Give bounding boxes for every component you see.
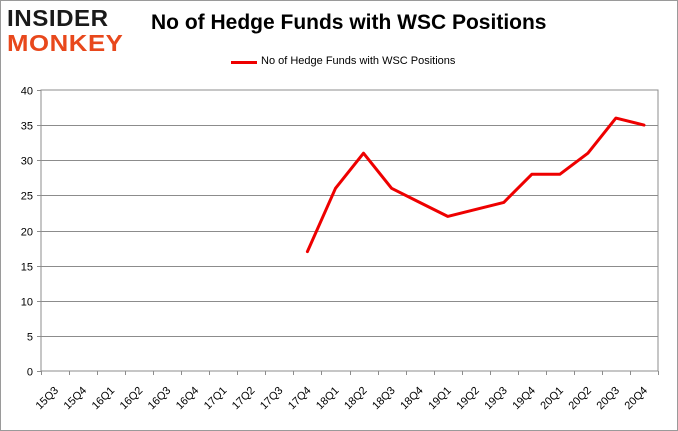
series-line xyxy=(305,116,646,254)
x-tick-label: 17Q4 xyxy=(286,385,314,413)
y-tick-label: 5 xyxy=(27,332,33,344)
y-tick-label: 40 xyxy=(21,86,33,98)
x-tick-label: 19Q1 xyxy=(426,385,454,413)
x-tick-label: 17Q3 xyxy=(258,385,286,413)
y-tick-label: 15 xyxy=(21,262,33,274)
insider-monkey-logo: INSIDER MONKEY xyxy=(7,5,129,57)
y-tick-label: 25 xyxy=(21,191,33,203)
legend-label: No of Hedge Funds with WSC Positions xyxy=(261,55,456,67)
y-tick-label: 30 xyxy=(21,156,33,168)
x-tick-label: 15Q3 xyxy=(34,385,62,413)
x-tick-label: 20Q1 xyxy=(538,385,566,413)
x-tick-label: 18Q3 xyxy=(370,385,398,413)
y-tick-label: 10 xyxy=(21,297,33,309)
x-tick-label: 20Q4 xyxy=(623,385,651,413)
y-tick-label: 35 xyxy=(21,121,33,133)
x-tick-label: 15Q4 xyxy=(62,385,90,413)
x-tick-label: 19Q2 xyxy=(454,385,482,413)
x-tick-label: 16Q4 xyxy=(174,385,202,413)
logo-line-1: INSIDER xyxy=(7,5,109,31)
x-tick-label: 19Q4 xyxy=(510,385,538,413)
x-tick-label: 18Q4 xyxy=(398,385,426,413)
logo-line-2: MONKEY xyxy=(7,30,124,56)
x-tick-label: 20Q3 xyxy=(595,385,623,413)
x-tick-label: 18Q2 xyxy=(342,385,370,413)
x-tick-label: 16Q3 xyxy=(146,385,174,413)
chart-title: No of Hedge Funds with WSC Positions xyxy=(151,11,547,34)
x-tick-label: 17Q2 xyxy=(230,385,258,413)
legend-swatch xyxy=(231,61,257,64)
y-tick-label: 20 xyxy=(21,227,33,239)
plot-area xyxy=(40,89,659,372)
y-tick-label: 0 xyxy=(27,367,33,379)
x-tick-label: 17Q1 xyxy=(202,385,230,413)
x-tick-label: 16Q1 xyxy=(90,385,118,413)
x-tick-label: 19Q3 xyxy=(482,385,510,413)
x-tick-label: 18Q1 xyxy=(314,385,342,413)
x-tick-label: 16Q2 xyxy=(118,385,146,413)
x-tick-label: 20Q2 xyxy=(566,385,594,413)
